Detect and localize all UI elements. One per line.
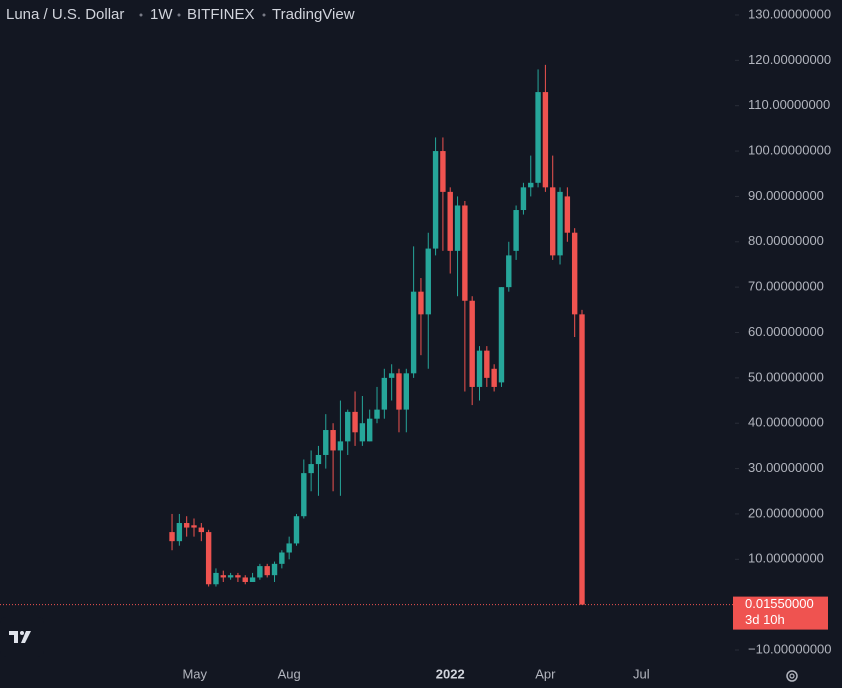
candle-body <box>506 255 512 288</box>
y-tick-label: 110.00000000 <box>748 97 830 112</box>
candle-body <box>279 552 285 564</box>
candle-body <box>579 314 585 605</box>
candle-body <box>425 248 431 315</box>
countdown: 3d 10h <box>745 612 785 627</box>
exchange: BITFINEX <box>187 6 255 23</box>
candle-body <box>403 373 409 410</box>
y-tick-label: 80.00000000 <box>748 233 824 248</box>
y-tick-label: 30.00000000 <box>748 460 824 475</box>
candle-body <box>242 577 248 582</box>
candle-body <box>374 409 380 419</box>
candle-body <box>330 430 336 451</box>
last-price-label: 0.01550000 <box>745 596 814 611</box>
candle-body <box>235 575 241 578</box>
y-tick-label: 40.00000000 <box>748 415 824 430</box>
candle-body <box>286 543 292 553</box>
candle-body <box>352 411 358 433</box>
candle-body <box>198 527 205 533</box>
candle-body <box>520 187 527 211</box>
x-tick-label: May <box>182 666 207 681</box>
y-tick-label: 120.00000000 <box>748 52 831 67</box>
candle-body <box>396 373 402 410</box>
candle-body <box>484 350 490 378</box>
last-price-box <box>733 596 828 630</box>
candle-body <box>542 92 549 188</box>
y-tick-label: 20.00000000 <box>748 505 824 520</box>
candle-body <box>571 232 578 315</box>
candle-body <box>410 291 417 374</box>
candle-body <box>491 368 497 387</box>
candle-body <box>271 563 278 576</box>
candle-body <box>301 473 307 517</box>
y-tick-label: 50.00000000 <box>748 369 824 384</box>
separator <box>139 13 143 17</box>
candle-body <box>227 575 234 578</box>
candle-body <box>191 525 197 528</box>
candle-body <box>293 516 300 544</box>
candle-body <box>528 182 534 188</box>
interval: 1W <box>150 6 173 23</box>
candle-body <box>550 187 556 256</box>
y-tick-label: 10.00000000 <box>748 551 824 566</box>
y-tick-label: −10.00000000 <box>748 641 832 656</box>
candle-body <box>345 411 351 442</box>
candle-body <box>337 441 344 451</box>
candle-body <box>220 575 226 578</box>
candle-body <box>476 350 483 387</box>
candle-body <box>381 377 388 410</box>
candle-body <box>513 210 519 251</box>
y-tick-label: 100.00000000 <box>748 142 831 157</box>
candle-body <box>418 291 424 315</box>
candle-body <box>498 287 505 383</box>
candle-body <box>323 430 329 455</box>
candle-body <box>308 464 314 474</box>
candle-body <box>462 205 468 301</box>
candle-body <box>213 572 219 585</box>
y-tick-label: 60.00000000 <box>748 324 824 339</box>
candle-body <box>388 373 395 378</box>
y-tick-label: 90.00000000 <box>748 188 824 203</box>
candle-body <box>432 151 439 249</box>
candle-body <box>264 566 270 576</box>
x-tick-label: Apr <box>535 666 556 681</box>
candle-body <box>176 523 183 542</box>
candle-body <box>557 191 563 256</box>
source: TradingView <box>272 6 355 23</box>
y-tick-label: 130.00000000 <box>748 6 831 21</box>
candle-body <box>315 454 322 465</box>
separator <box>262 13 266 17</box>
candle-body <box>205 532 212 585</box>
x-tick-label: Aug <box>278 666 301 681</box>
candle-body <box>535 92 541 183</box>
chart-title: Luna / U.S. Dollar <box>6 6 124 23</box>
logo <box>0 617 44 657</box>
candle-body <box>440 151 446 192</box>
x-tick-label: 2022 <box>436 666 465 681</box>
x-tick-label: Jul <box>633 666 650 681</box>
candle-body <box>249 577 256 582</box>
candle-body <box>447 191 453 251</box>
candle-body <box>169 532 175 542</box>
candle-body <box>183 523 190 528</box>
y-tick-label: 70.00000000 <box>748 279 824 294</box>
candle-body <box>366 418 373 442</box>
separator <box>177 13 181 17</box>
candle-body <box>359 423 366 442</box>
candle-body <box>257 566 263 578</box>
candle-body <box>454 205 461 251</box>
settings-icon[interactable] <box>786 670 798 682</box>
candle-body <box>564 196 571 233</box>
candle-body <box>469 300 475 387</box>
